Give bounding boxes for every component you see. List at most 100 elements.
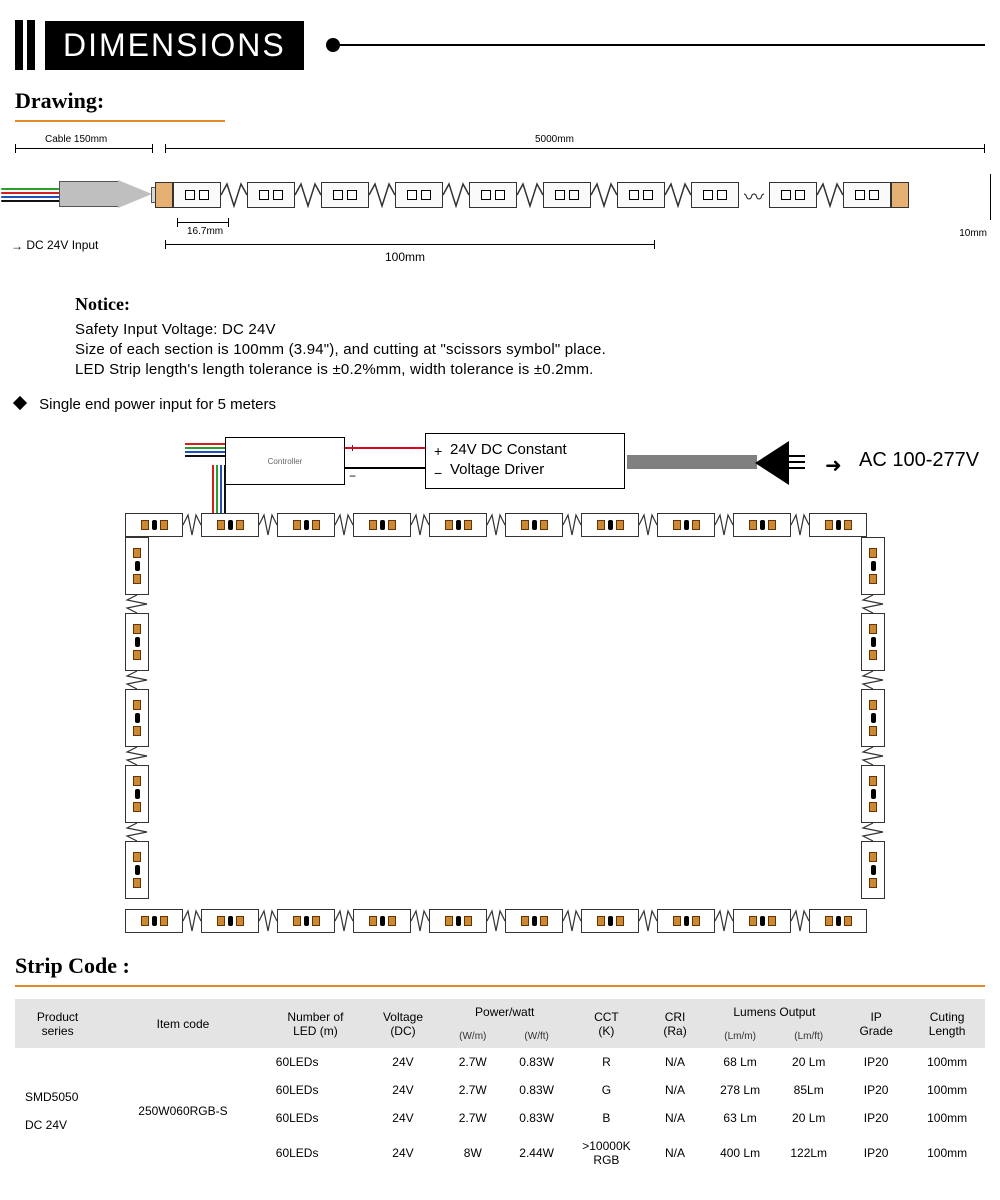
col-item: Item code — [100, 999, 266, 1048]
ac-voltage-label: AC 100-277V — [859, 449, 979, 472]
col-lm-ft: (Lm/ft) — [774, 1025, 843, 1048]
cell-item-code: 250W060RGB-S — [100, 1048, 266, 1174]
col-cri: CRI (Ra) — [644, 999, 706, 1048]
col-power-wft: (W/ft) — [505, 1025, 569, 1048]
table-row: SMD5050 DC 24V250W060RGB-S60LEDs24V2.7W0… — [15, 1048, 985, 1076]
single-end-note: Single end power input for 5 meters — [15, 396, 985, 413]
col-series: Product series — [15, 999, 100, 1048]
cell-wm: 2.7W — [441, 1104, 505, 1132]
cell-cri: N/A — [644, 1104, 706, 1132]
dc-input-label: → DC 24V Input — [11, 238, 98, 252]
table-title: Strip Code : — [15, 953, 985, 979]
strip-code-table: Product series Item code Number of LED (… — [15, 999, 985, 1174]
header-rule — [334, 44, 985, 46]
cell-cut: 100mm — [909, 1048, 985, 1076]
diamond-bullet-icon — [13, 396, 27, 410]
wiring-diagram: Controller +− +− 24V DC Constant Voltage… — [195, 423, 985, 503]
cell-cct: B — [569, 1104, 645, 1132]
cell-cri: N/A — [644, 1048, 706, 1076]
cell-v: 24V — [365, 1076, 441, 1104]
col-lm-m: (Lm/m) — [706, 1025, 775, 1048]
controller-box: Controller — [225, 437, 345, 485]
notice-line3: LED Strip length's length tolerance is ±… — [75, 361, 985, 378]
driver-line2: Voltage Driver — [450, 461, 544, 478]
driver-box: +− 24V DC Constant Voltage Driver — [425, 433, 625, 489]
total-dim-line — [165, 148, 985, 149]
cell-wm: 8W — [441, 1132, 505, 1174]
cell-leds: 60LEDs — [266, 1104, 365, 1132]
table-body: SMD5050 DC 24V250W060RGB-S60LEDs24V2.7W0… — [15, 1048, 985, 1174]
cell-lmm: 68 Lm — [706, 1048, 775, 1076]
driver-line1: 24V DC Constant — [450, 441, 567, 458]
group-dim-line — [165, 244, 655, 245]
notice-block: Notice: Safety Input Voltage: DC 24V Siz… — [75, 294, 985, 378]
table-underline — [15, 985, 985, 987]
group-dim-label: 100mm — [385, 250, 425, 264]
strip-break-icon: 〰 — [739, 181, 769, 210]
led-strip-icon: 〰 — [155, 180, 909, 210]
cell-v: 24V — [365, 1048, 441, 1076]
cell-ip: IP20 — [843, 1076, 909, 1104]
single-end-text: Single end power input for 5 meters — [39, 396, 276, 413]
cable-connector-icon — [59, 181, 119, 207]
cell-lmm: 63 Lm — [706, 1104, 775, 1132]
cell-cct: G — [569, 1076, 645, 1104]
cell-ip: IP20 — [843, 1104, 909, 1132]
cell-wft: 0.83W — [505, 1048, 569, 1076]
cell-leds: 60LEDs — [266, 1076, 365, 1104]
strip-drawing: Cable 150mm 5000mm 〰 16.7mm — [15, 134, 985, 284]
cell-lmft: 85Lm — [774, 1076, 843, 1104]
col-leds: Number of LED (m) — [266, 999, 365, 1048]
cell-lmft: 20 Lm — [774, 1104, 843, 1132]
cell-v: 24V — [365, 1132, 441, 1174]
cell-wft: 0.83W — [505, 1104, 569, 1132]
section-dim-label: 16.7mm — [187, 226, 223, 237]
cell-series: SMD5050 DC 24V — [15, 1048, 100, 1174]
cell-cct: >10000K RGB — [569, 1132, 645, 1174]
cell-cri: N/A — [644, 1132, 706, 1174]
cell-cut: 100mm — [909, 1076, 985, 1104]
drawing-underline — [15, 120, 225, 122]
cell-leds: 60LEDs — [266, 1048, 365, 1076]
cell-v: 24V — [365, 1104, 441, 1132]
drawing-label: Drawing: — [15, 88, 985, 114]
cell-ip: IP20 — [843, 1132, 909, 1174]
cell-wm: 2.7W — [441, 1048, 505, 1076]
cell-lmft: 20 Lm — [774, 1048, 843, 1076]
frame-input-wires-icon — [211, 465, 227, 518]
col-lumens: Lumens Output — [706, 999, 843, 1025]
cell-lmm: 400 Lm — [706, 1132, 775, 1174]
section-dim-line — [177, 222, 229, 223]
strip-loop-diagram — [125, 513, 885, 933]
width-dim-label: 10mm — [959, 228, 987, 239]
header-bars-icon — [15, 20, 35, 70]
col-voltage: Voltage (DC) — [365, 999, 441, 1048]
cell-cct: R — [569, 1048, 645, 1076]
cell-lmm: 278 Lm — [706, 1076, 775, 1104]
notice-heading: Notice: — [75, 294, 985, 315]
header: DIMENSIONS — [15, 20, 985, 70]
col-ip: IP Grade — [843, 999, 909, 1048]
col-cut: Cuting Length — [909, 999, 985, 1048]
ac-cable-icon — [627, 455, 757, 469]
notice-line1: Safety Input Voltage: DC 24V — [75, 321, 985, 338]
col-cct: CCT (K) — [569, 999, 645, 1048]
notice-line2: Size of each section is 100mm (3.94"), a… — [75, 341, 985, 358]
cell-wft: 2.44W — [505, 1132, 569, 1174]
page-title: DIMENSIONS — [45, 21, 304, 70]
cable-dim-line — [15, 148, 153, 149]
cell-wm: 2.7W — [441, 1076, 505, 1104]
cell-ip: IP20 — [843, 1048, 909, 1076]
ac-plug-icon — [755, 441, 789, 485]
col-power: Power/watt — [441, 999, 569, 1025]
link-wires-icon — [345, 447, 425, 469]
arrow-right-icon: ➜ — [825, 453, 842, 478]
col-power-wm: (W/m) — [441, 1025, 505, 1048]
cell-lmft: 122Lm — [774, 1132, 843, 1174]
total-dim-label: 5000mm — [535, 134, 574, 145]
cell-cut: 100mm — [909, 1104, 985, 1132]
cell-leds: 60LEDs — [266, 1132, 365, 1174]
cell-cut: 100mm — [909, 1132, 985, 1174]
cable-dim-label: Cable 150mm — [45, 134, 107, 145]
cell-cri: N/A — [644, 1076, 706, 1104]
